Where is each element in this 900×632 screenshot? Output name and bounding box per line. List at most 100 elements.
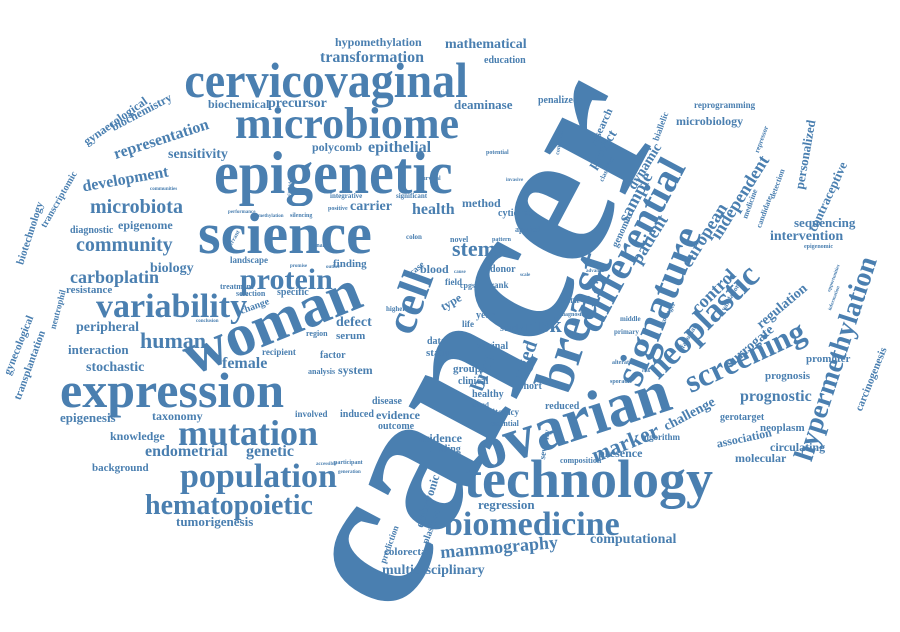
word-literacy: literacy (490, 407, 519, 417)
word-science: science (198, 201, 372, 266)
word-recipient: recipient (262, 347, 296, 357)
word-penalized: penalized (538, 95, 579, 106)
word-colorectal: colorectal (384, 546, 430, 558)
word-defect: defect (336, 315, 372, 330)
word-female: female (222, 355, 268, 372)
word-diagnosis: diagnosis (560, 312, 584, 318)
word-system: system (338, 363, 373, 377)
word-resistance: resistance (66, 284, 113, 296)
word-neoplasm: neoplasm (760, 422, 805, 434)
word-accessible: accessible (316, 462, 337, 467)
word-integrative: integrative (330, 192, 363, 200)
word-composition: composition (560, 456, 602, 465)
word-involved: involved (295, 409, 328, 419)
word-circulating: circulating (770, 440, 826, 454)
word-generation: generation (338, 470, 361, 475)
word-detection: detection (767, 167, 787, 200)
word-epithelial: epithelial (368, 139, 432, 156)
word-methylation: methylation (258, 214, 284, 219)
word-microbiology: microbiology (676, 114, 744, 128)
word-presence: presence (598, 446, 643, 460)
word-background: background (92, 462, 149, 474)
word-outcome: outcome (378, 421, 415, 432)
word-microbiome: microbiome (235, 99, 460, 148)
word-conclusion: conclusion (196, 319, 219, 324)
word-knowledge: knowledge (110, 429, 165, 443)
word-evidence: evidence (376, 408, 420, 422)
word-microbiota: microbiota (90, 196, 183, 218)
word-island: island (471, 401, 489, 409)
word-colon: colon (406, 233, 422, 241)
word-regression: regression (478, 497, 535, 512)
word-deaminase: deaminase (454, 97, 513, 112)
word-cohort: cohort (514, 381, 542, 392)
word-human: human (140, 328, 207, 353)
word-profile: profile (560, 297, 580, 305)
word-specific: specific (277, 287, 309, 298)
word-prognostic: prognostic (740, 388, 812, 405)
word-transformation: transformation (320, 49, 424, 66)
word-biomedicine: biomedicine (444, 506, 620, 543)
word-intervention: intervention (770, 229, 844, 244)
word-variability: variability (96, 288, 248, 325)
word-promise: promise (290, 264, 308, 269)
word-clinical: clinical (458, 376, 489, 387)
word-biotechnology: biotechnology (14, 200, 47, 267)
word-community: community (76, 234, 173, 256)
word-cervicovaginal: cervicovaginal (184, 52, 468, 108)
word-population: population (180, 458, 337, 495)
word-field: field (445, 277, 462, 287)
word-participant: participant (334, 460, 363, 466)
word-expression: expression (60, 362, 285, 418)
word-novel: novel (450, 235, 469, 244)
word-data: data (427, 336, 446, 347)
word-potential: potential (486, 150, 509, 156)
word-interaction: interaction (68, 342, 129, 357)
word-taxonomy: taxonomy (152, 409, 203, 423)
word-mutation: mutation (178, 413, 319, 453)
word-cpgs: cpgs (460, 281, 476, 290)
word-stem: stem (452, 236, 496, 261)
word-finding: finding (333, 258, 367, 270)
word-method: method (462, 196, 501, 210)
word-factor: factor (320, 350, 346, 361)
word-higher: higher (386, 305, 406, 313)
word-sporadic: sporadic (610, 379, 633, 385)
word-health: health (412, 201, 455, 218)
word-binding: binding (428, 444, 461, 455)
word-risk-small: risk (642, 369, 651, 374)
word-group: group (453, 363, 481, 375)
word-protein: protein (240, 263, 333, 296)
word-transcriptomic: transcriptomic (38, 169, 80, 230)
word-disease: disease (372, 396, 402, 407)
word-sequencing: sequencing (794, 215, 856, 230)
word-mathematical: mathematical (445, 37, 527, 52)
word-gerotarget: gerotarget (720, 412, 765, 423)
word-candidate: candidate (754, 194, 775, 230)
word-epigenome: epigenome (118, 218, 173, 232)
word-year: year (476, 310, 495, 321)
word-repressor: repressor (753, 124, 771, 154)
word-performance: performance (228, 210, 256, 215)
word-personalized: personalized (791, 118, 819, 191)
word-carrier: carrier (350, 199, 392, 214)
word-sensitivity: sensitivity (168, 147, 228, 162)
word-silencing: silencing (290, 213, 313, 219)
word-selection: selection (236, 289, 266, 298)
word-precursor: precursor (268, 96, 327, 111)
word-education: education (484, 55, 526, 66)
word-cause: cause (454, 270, 466, 275)
word-study: study (500, 323, 524, 334)
word-technology: technology (464, 449, 713, 509)
word-dname: dname (313, 243, 331, 249)
word-reprogramming: reprogramming (694, 100, 756, 110)
word-stochastic: stochastic (86, 360, 145, 375)
word-incidence: incidence (414, 431, 462, 445)
word-blood: blood (420, 262, 449, 276)
word-prognosis: prognosis (765, 370, 811, 382)
word-primary: primary (614, 328, 639, 336)
word-reduced: reduced (545, 401, 580, 412)
word-hypomethylation: hypomethylation (335, 35, 422, 49)
word-epigenetic: epigenetic (213, 140, 453, 206)
word-invasive: invasive (506, 178, 524, 183)
